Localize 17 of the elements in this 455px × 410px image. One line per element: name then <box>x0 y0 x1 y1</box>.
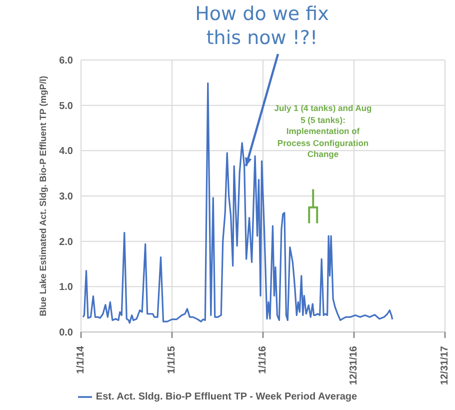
y-tick-label: 4.0 <box>59 146 74 158</box>
x-tick-label: 1/1/14 <box>76 346 86 374</box>
y-tick-label: 3.0 <box>59 192 74 203</box>
line-series <box>82 82 394 324</box>
annotation: How do we fix this now !?! <box>194 2 330 50</box>
y-tick-label: 0.0 <box>59 328 74 339</box>
y-tick-label: 1.0 <box>59 282 74 294</box>
legend-label: Est. Act. Sldg. Bio-P Effluent TP - Week Period Average <box>96 392 358 403</box>
y-tick-label: 2.0 <box>59 236 74 248</box>
y-tick-label: 5.0 <box>59 100 74 112</box>
x-tick-label: 1/1/15 <box>166 346 178 374</box>
x-tick-label: 12/31/17 <box>440 346 450 385</box>
x-tick-label: 1/1/16 <box>258 346 268 374</box>
y-axis-title: Blue Lake Estimated Act. Sldg. Bio-P Effluent TP (mgP/l) <box>38 76 48 316</box>
y-tick-label: 6.0 <box>59 56 74 67</box>
annotation: July 1 (4 tanks) and Aug 5 (5 tanks): Implementation of Process Configuration Change <box>273 103 373 161</box>
x-tick-label: 12/31/16 <box>348 346 360 385</box>
